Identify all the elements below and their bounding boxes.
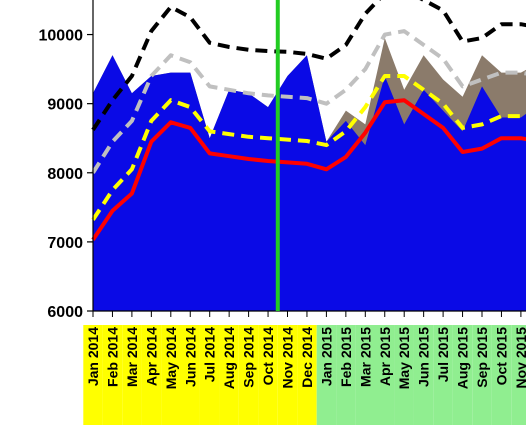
category-highlight-band [316, 325, 337, 425]
y-tick-label: 7000 [47, 235, 83, 252]
x-tick-label: Feb 2014 [105, 327, 121, 387]
x-tick-label: Oct 2014 [260, 327, 276, 386]
line-series [91, 0, 526, 241]
category-highlight-band [394, 325, 414, 425]
axes [92, 0, 526, 312]
x-tick-label: Mar 2015 [357, 327, 373, 387]
category-highlight-band [511, 325, 526, 425]
x-tick-label: Nov 2014 [280, 327, 296, 389]
category-highlight-band [102, 325, 123, 425]
category-highlight-band [141, 325, 162, 425]
x-tick-label: Apr 2014 [143, 327, 159, 386]
category-highlight-band [238, 325, 259, 425]
x-tick-label: Jan 2015 [318, 327, 334, 386]
x-tick-label: Oct 2015 [493, 327, 509, 386]
x-tick-label: Feb 2015 [338, 327, 354, 387]
y-tick-label: 9000 [47, 97, 83, 114]
y-axis-ticks: 6000 7000 8000 9000 10000 [39, 28, 93, 321]
category-highlight-band [122, 325, 142, 425]
area-series-2 [93, 55, 526, 311]
y-tick-label: 10000 [39, 28, 84, 45]
category-highlight-band [219, 325, 239, 425]
category-highlight-band [355, 325, 376, 425]
x-tick-label: Dec 2014 [299, 327, 315, 388]
category-highlight-band [413, 325, 434, 425]
category-highlight-band [433, 325, 453, 425]
category-highlight-band [336, 325, 356, 425]
y-tick-label: 8000 [47, 166, 83, 183]
x-tick-label: Apr 2015 [377, 327, 393, 386]
category-highlight-band [472, 325, 492, 425]
x-tick-label: Jul 2015 [435, 327, 451, 382]
category-highlight-band [83, 325, 103, 425]
x-tick-label: Aug 2015 [455, 327, 471, 389]
category-highlight-band [491, 325, 512, 425]
x-tick-label: May 2015 [396, 327, 412, 389]
category-highlight-band [452, 325, 473, 425]
x-tick-label: Jan 2014 [85, 327, 101, 386]
y-tick-label: 6000 [47, 304, 83, 321]
category-highlight-band [258, 325, 278, 425]
line-series-1 [91, 0, 526, 131]
x-axis-ticks: Jan 2014 Feb 2014 Mar 2014 Apr 2014 May 2014… [85, 311, 526, 389]
line-series-4 [91, 98, 526, 241]
x-tick-label: Sep 2015 [474, 327, 490, 388]
category-highlight-band [277, 325, 298, 425]
x-tick-label: May 2014 [163, 327, 179, 389]
category-highlights [83, 325, 526, 425]
line-series-2 [91, 29, 526, 174]
x-tick-label: Jun 2015 [416, 327, 432, 387]
category-highlight-band [375, 325, 395, 425]
x-tick-label: Jul 2014 [202, 327, 218, 382]
category-highlight-band [180, 325, 200, 425]
x-tick-label: Jun 2014 [182, 327, 198, 387]
x-tick-label: Aug 2014 [221, 327, 237, 389]
area-series [93, 38, 526, 311]
x-tick-label: Sep 2014 [241, 327, 257, 388]
category-highlight-band [200, 325, 220, 425]
category-highlight-band [297, 325, 317, 425]
x-tick-label: Mar 2014 [124, 327, 140, 387]
x-tick-label: Nov 2015 [513, 327, 526, 389]
line-series-3 [91, 74, 526, 221]
category-highlight-band [161, 325, 181, 425]
